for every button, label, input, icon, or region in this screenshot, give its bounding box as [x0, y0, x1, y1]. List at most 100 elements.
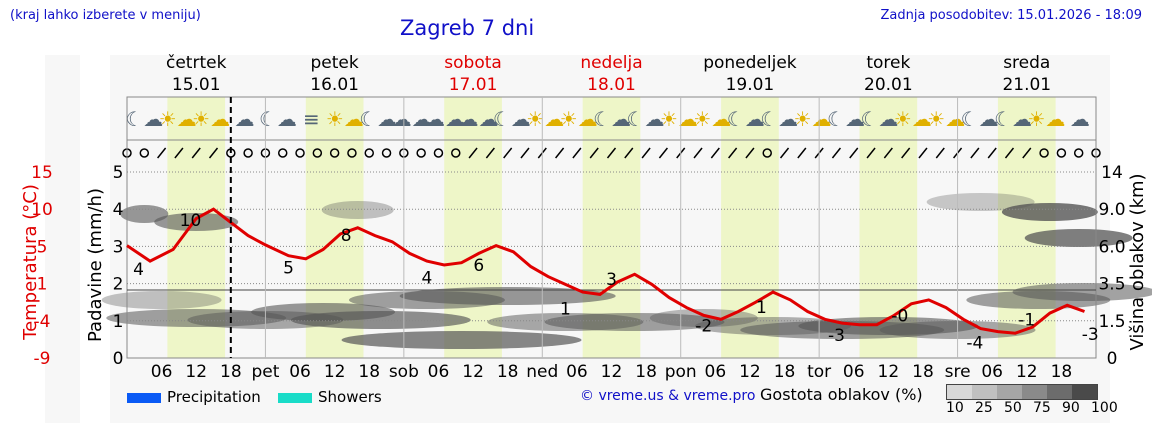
- last-updated: Zadnja posodobitev: 15.01.2026 - 18:09: [880, 8, 1142, 23]
- temperature-tick: 15: [31, 163, 53, 183]
- day-name: sobota: [444, 53, 502, 73]
- precipitation-tick: 0: [113, 349, 124, 369]
- legend-precipitation-label: Precipitation: [167, 388, 261, 406]
- sun-cloud-icon: ☀☁: [326, 107, 364, 131]
- temperature-label: -0: [891, 306, 908, 326]
- wind-barb: [693, 147, 703, 159]
- wind-calm-circle: [381, 148, 392, 158]
- moon-cloud-icon: ☾☁: [994, 107, 1032, 131]
- temperature-label: 5: [283, 258, 294, 278]
- wind-calm-circle: [364, 148, 374, 158]
- density-swatch: [1072, 385, 1097, 399]
- wind-barb: [970, 147, 980, 159]
- left-panel-bg: [45, 55, 80, 423]
- cloud-density-ticks: 10 25 50 75 90 100: [938, 400, 1118, 416]
- day-name: petek: [311, 53, 359, 73]
- x-tick-label: 06: [428, 362, 450, 382]
- day-date: 16.01: [310, 75, 359, 95]
- temperature-tick: 5: [37, 237, 48, 257]
- wind-calm-circle: [1056, 148, 1067, 158]
- cloud-height-axis-label: Višina oblakov (km): [1127, 173, 1148, 350]
- temperature-label: -3: [828, 326, 845, 346]
- cloud-height-tick: 6.0: [1098, 237, 1125, 257]
- day-date: 21.01: [1002, 75, 1051, 95]
- wind-calm-circle: [416, 148, 426, 158]
- day-name: sreda: [1003, 53, 1050, 73]
- x-tick-label: tor: [807, 362, 831, 382]
- day-date: 19.01: [726, 75, 775, 95]
- x-tick-label: 06: [289, 362, 311, 382]
- cloud-blob: [544, 313, 725, 331]
- density-swatch: [1022, 385, 1047, 399]
- temperature-label: 3: [606, 270, 617, 290]
- cloud-blob: [1001, 203, 1098, 221]
- wind-barb: [157, 147, 167, 159]
- x-tick-label: 12: [878, 362, 900, 382]
- page-title: Zagreb 7 dni: [400, 16, 535, 40]
- precipitation-tick: 5: [113, 163, 124, 183]
- x-tick-label: 12: [324, 362, 346, 382]
- moon-cloud-icon: ☾☁: [760, 107, 798, 131]
- sun-cloud-icon: ☀☁: [927, 107, 965, 131]
- wind-calm-circle: [433, 148, 444, 158]
- temperature-label: -3: [1082, 325, 1099, 345]
- x-tick-label: 18: [1051, 362, 1073, 382]
- x-tick-label: 06: [981, 362, 1003, 382]
- cloud-blob: [1024, 229, 1133, 247]
- day-name: ponedeljek: [703, 53, 797, 73]
- cloud-icon: ☁: [1070, 107, 1090, 131]
- region-hint: (kraj lahko izberete v meniju): [10, 8, 201, 23]
- cloud-blob: [341, 331, 582, 349]
- wind-calm-circle: [1073, 148, 1084, 158]
- precipitation-tick: 2: [113, 275, 124, 295]
- x-tick-label: 06: [151, 362, 173, 382]
- density-tick: 75: [1033, 400, 1051, 416]
- density-swatch: [972, 385, 997, 399]
- cloud-blob: [321, 201, 394, 219]
- wind-barb: [779, 147, 790, 159]
- credit-link[interactable]: © vreme.us & vreme.pro: [580, 388, 756, 404]
- cloud-height-tick: 1.5: [1098, 312, 1125, 332]
- grid-lines: [126, 96, 1097, 359]
- x-tick-label: 12: [739, 362, 761, 382]
- x-tick-label: pet: [251, 362, 279, 382]
- wind-calm-circle: [329, 148, 340, 158]
- precipitation-axis-label: Padavine (mm/h): [85, 188, 106, 342]
- temperature-tick: 10: [31, 200, 53, 220]
- wind-calm-circle: [762, 148, 772, 158]
- wind-barb: [883, 147, 893, 159]
- temperature-label: 4: [422, 268, 433, 288]
- wind-barb: [485, 147, 495, 159]
- temperature-label: 8: [341, 226, 352, 246]
- density-tick: 90: [1062, 400, 1080, 416]
- sun-cloud-icon: ☀☁: [1028, 107, 1066, 131]
- x-tick-label: pon: [665, 362, 697, 382]
- legend-showers-label: Showers: [318, 388, 382, 406]
- wind-barb: [572, 147, 582, 159]
- x-tick-label: 12: [462, 362, 484, 382]
- wind-barb: [208, 147, 219, 159]
- cloud-blob: [101, 291, 222, 309]
- wind-calm-circle: [451, 148, 461, 158]
- temperature-tick: -4: [34, 312, 51, 332]
- wind-calm-circle: [277, 148, 288, 158]
- wind-barb: [1004, 147, 1015, 159]
- clouds-icon: ☁☁: [392, 107, 432, 131]
- wind-calm-circle: [295, 148, 305, 158]
- clouds-icon: ☁☁: [458, 107, 498, 131]
- wind-barb: [797, 147, 807, 159]
- density-swatch: [1047, 385, 1072, 399]
- temperature-tick: 1: [37, 275, 48, 295]
- sun-cloud-icon: ☀☁: [660, 107, 698, 131]
- sun-cloud-icon: ☀☁: [560, 107, 598, 131]
- wind-barb: [831, 147, 842, 159]
- wind-barb: [658, 147, 668, 159]
- wind-barb: [745, 147, 755, 159]
- x-tick-label: 12: [1016, 362, 1038, 382]
- sun-cloud-icon: ☀☁: [526, 107, 564, 131]
- wind-barb: [641, 147, 651, 159]
- moon-cloud-icon: ☾☁: [727, 107, 765, 131]
